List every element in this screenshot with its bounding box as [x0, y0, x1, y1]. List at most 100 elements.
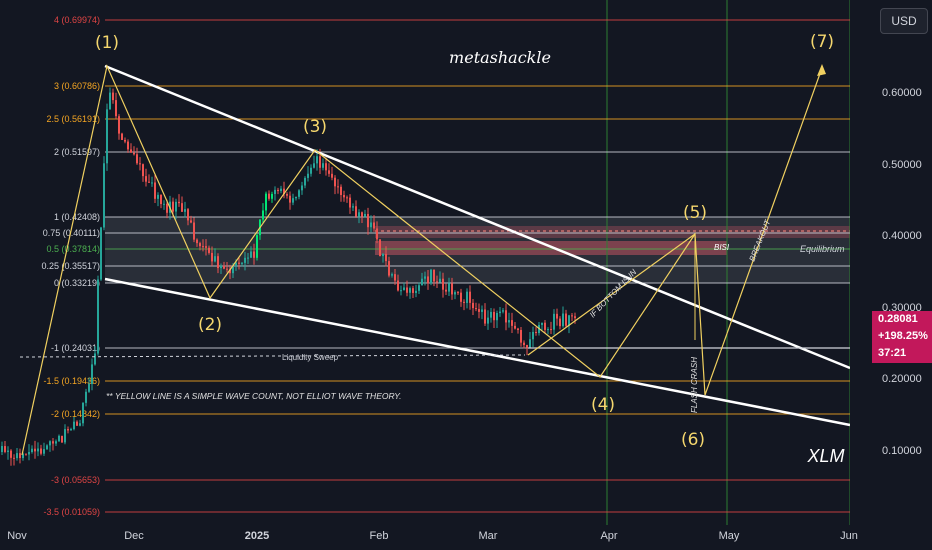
candle-body: [187, 209, 189, 221]
candle-body: [316, 156, 318, 164]
candle-body: [487, 317, 489, 324]
candle-body: [520, 329, 522, 343]
candle-body: [457, 292, 459, 294]
flash-crash-label: FLASH CRASH: [690, 357, 699, 413]
candle-body: [190, 220, 192, 223]
candle-body: [205, 246, 207, 248]
wave-label-1: (1): [95, 33, 119, 53]
candle-body: [157, 194, 159, 199]
candle-body: [367, 213, 369, 228]
candle-body: [88, 383, 90, 392]
candle-body: [346, 197, 348, 199]
currency-button[interactable]: USD: [880, 8, 928, 34]
candle-body: [40, 448, 42, 454]
candle-body: [64, 429, 66, 443]
candle-body: [508, 320, 510, 323]
candle-body: [454, 292, 456, 295]
candle-body: [448, 283, 450, 292]
candle-body: [469, 291, 471, 303]
candle-body: [100, 227, 102, 280]
candle-body: [412, 288, 414, 293]
candle-body: [58, 435, 60, 442]
candle-body: [358, 212, 360, 217]
candle-body: [424, 276, 426, 279]
x-tick-label: Nov: [7, 530, 27, 542]
candle-body: [496, 312, 498, 321]
candle-body: [151, 182, 153, 184]
candle-body: [25, 453, 27, 455]
candle-body: [529, 339, 531, 348]
candle-body: [349, 197, 351, 208]
price-change: +198.25%: [878, 330, 928, 342]
x-tick-label: Dec: [124, 530, 144, 542]
candle-body: [202, 246, 204, 248]
candle-body: [274, 189, 276, 194]
candle-body: [133, 152, 135, 155]
candle-body: [235, 262, 237, 266]
x-tick-label: Jun: [840, 530, 858, 542]
candle-body: [175, 201, 177, 212]
candle-body: [130, 149, 132, 153]
candle-body: [409, 288, 411, 293]
candle-body: [343, 195, 345, 198]
wave-label-6: (6): [681, 430, 705, 450]
candle-body: [211, 252, 213, 262]
candle-body: [505, 310, 507, 323]
candle-body: [184, 209, 186, 212]
candle-body: [241, 262, 243, 264]
y-tick-label: 0.60000: [882, 87, 922, 99]
x-tick-label: 2025: [245, 530, 269, 542]
bar-countdown: 37:21: [878, 347, 907, 359]
wave-label-4: (4): [591, 395, 615, 415]
candle-body: [568, 315, 570, 326]
candle-body: [181, 203, 183, 212]
candle-body: [535, 331, 537, 333]
candle-body: [196, 239, 198, 244]
candle-body: [70, 429, 72, 431]
candle-body: [547, 329, 549, 331]
candle-body: [268, 193, 270, 199]
candle-body: [22, 453, 24, 459]
current-price: 0.28081: [878, 313, 918, 325]
breakout-arrowhead: [817, 64, 826, 76]
candle-body: [145, 176, 147, 182]
candle-body: [526, 344, 528, 348]
candle-body: [46, 445, 48, 450]
candle-body: [427, 276, 429, 284]
candle-body: [262, 210, 264, 220]
candle-body: [418, 285, 420, 291]
candle-body: [172, 201, 174, 212]
candle-body: [208, 247, 210, 253]
candle-body: [370, 222, 372, 228]
channel-lower-line: [104, 277, 851, 427]
candle-body: [238, 262, 240, 264]
candle-body: [394, 274, 396, 281]
candle-body: [430, 269, 432, 284]
candle-body: [475, 308, 477, 310]
candle-body: [295, 196, 297, 199]
candle-body: [388, 261, 390, 276]
candle-body: [199, 243, 201, 247]
candle-body: [178, 201, 180, 204]
candle-body: [451, 283, 453, 295]
candle-body: [79, 423, 81, 426]
candle-body: [10, 450, 12, 458]
x-tick-label: Feb: [370, 530, 389, 542]
candle-body: [376, 228, 378, 240]
candle-body: [193, 222, 195, 240]
breakout-projection: [704, 67, 823, 396]
candle-body: [385, 254, 387, 262]
liquidity-sweep-label: Liquidity Sweep: [282, 353, 339, 362]
candle-body: [421, 278, 423, 286]
fib-level-label: 3 (0.60786): [54, 81, 100, 91]
bisi-label: BISI: [714, 243, 730, 252]
candle-body: [391, 274, 393, 276]
candle-body: [415, 290, 417, 293]
time-axis-bg: [0, 525, 850, 550]
candle-body: [361, 212, 363, 217]
candle-body: [382, 254, 384, 257]
candle-body: [19, 453, 21, 459]
candle-body: [148, 181, 150, 183]
